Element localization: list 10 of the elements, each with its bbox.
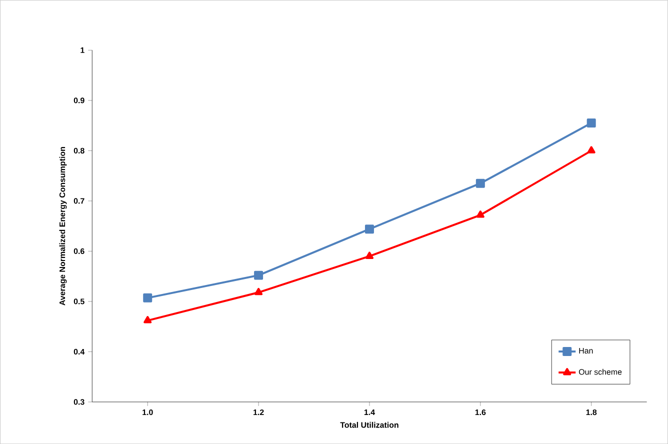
point xyxy=(254,288,263,296)
point xyxy=(365,252,374,259)
point xyxy=(586,118,596,128)
point xyxy=(476,178,485,188)
point xyxy=(254,270,264,280)
point xyxy=(587,146,596,154)
point xyxy=(143,293,152,302)
point xyxy=(476,210,484,218)
point xyxy=(144,316,152,324)
point xyxy=(364,224,374,234)
